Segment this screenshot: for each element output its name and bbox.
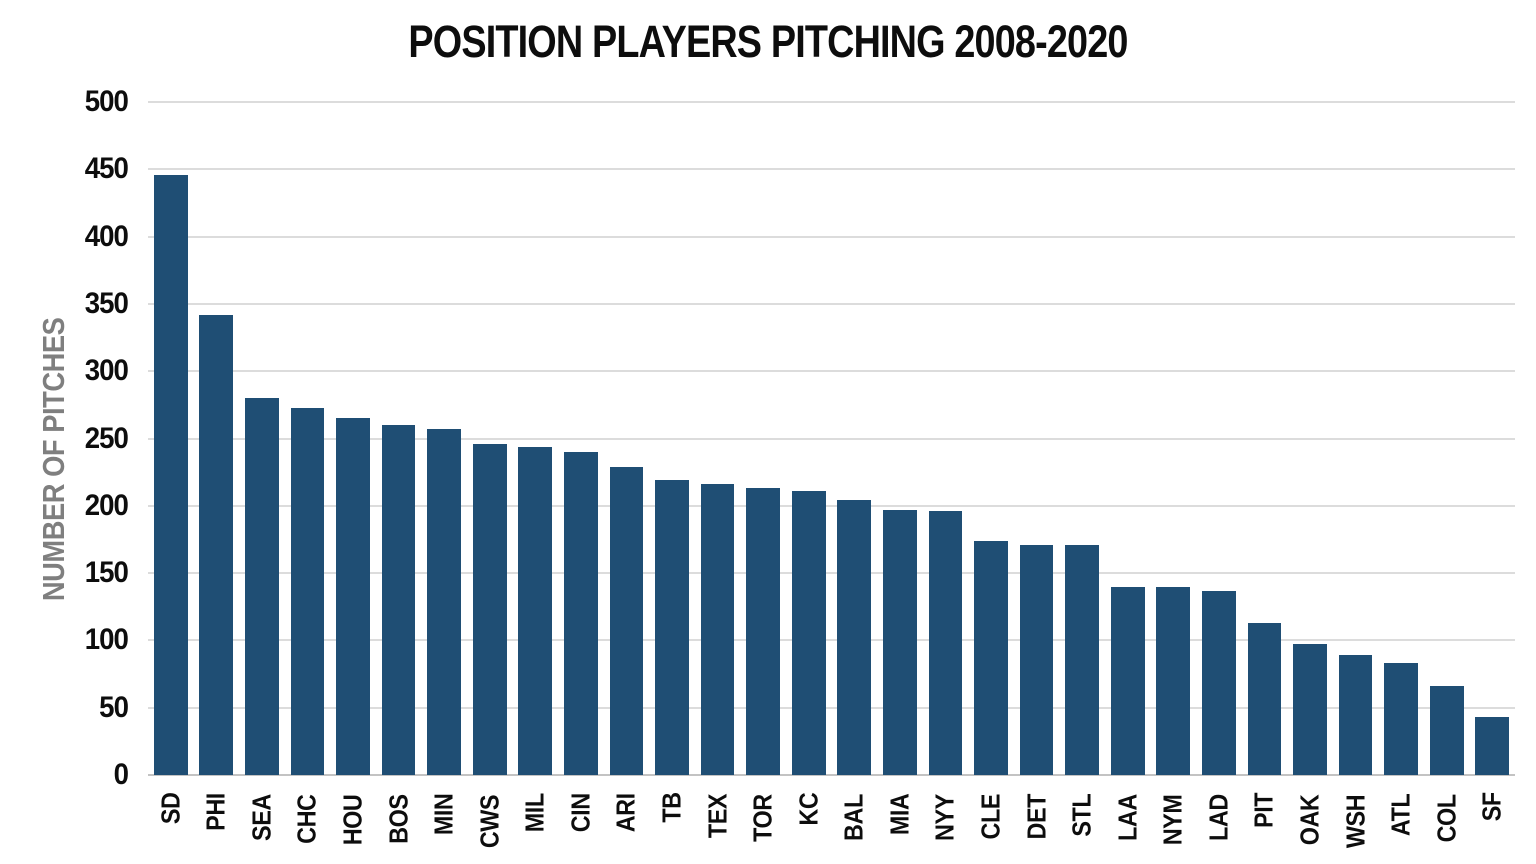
x-tick-label: BAL [838, 794, 869, 841]
bar-SF [1475, 717, 1510, 775]
gridline [148, 639, 1515, 642]
y-tick-label: 400 [84, 219, 129, 253]
bar-CHC [290, 407, 325, 775]
x-tick-label: BOS [383, 794, 414, 844]
x-tick-label: TEX [702, 793, 733, 839]
chart-title: POSITION PLAYERS PITCHING 2008-2020 [408, 16, 1128, 67]
x-tick-label: CIN [565, 793, 596, 833]
x-tick-label: NYM [1157, 794, 1188, 846]
bar-MIL [518, 446, 553, 775]
bar-PHI [199, 314, 234, 775]
bar-NYY [928, 511, 963, 775]
bar-MIA [882, 509, 917, 775]
bar-TB [655, 480, 689, 775]
bar-CWS [472, 443, 507, 775]
bar-PIT [1247, 622, 1282, 775]
x-tick-label: MIA [884, 793, 915, 836]
bar-COL [1429, 686, 1464, 775]
bar-BOS [381, 425, 416, 775]
x-tick-label: CLE [975, 794, 1006, 840]
y-tick-label: 50 [99, 690, 129, 724]
x-tick-label: CWS [474, 794, 505, 849]
gridline [148, 706, 1515, 709]
x-tick-label: LAA [1112, 794, 1143, 841]
bar-SEA [245, 398, 279, 775]
x-tick-label: ATL [1385, 793, 1416, 837]
x-axis-line [148, 774, 1515, 776]
x-tick-label: MIN [428, 793, 459, 836]
x-tick-label: LAD [1203, 794, 1234, 841]
bar-TOR [746, 488, 780, 775]
y-tick-label: 450 [84, 152, 129, 186]
x-tick-label: TB [656, 792, 687, 823]
x-tick-label: MIL [519, 793, 550, 833]
bar-LAA [1110, 586, 1145, 775]
gridline [148, 101, 1515, 103]
x-tick-label: SF [1476, 792, 1507, 822]
y-tick-label: 150 [84, 556, 129, 590]
x-tick-label: COL [1431, 794, 1462, 843]
gridline [148, 437, 1515, 440]
y-tick-label: 250 [84, 421, 129, 455]
y-tick-label: 200 [84, 488, 129, 522]
x-tick-label: SEA [246, 794, 277, 841]
x-tick-label: CHC [291, 794, 322, 844]
y-tick-label: 500 [84, 85, 129, 118]
y-tick-label: 0 [113, 758, 129, 791]
y-tick-label: 300 [84, 354, 129, 388]
bar-BAL [837, 500, 872, 775]
bar-WSH [1338, 655, 1373, 775]
bar-HOU [336, 418, 370, 775]
x-tick-label: STL [1066, 793, 1097, 837]
x-tick-label: OAK [1294, 794, 1325, 846]
x-tick-label: KC [793, 792, 824, 826]
x-tick-label: TOR [747, 794, 778, 842]
bar-KC [791, 490, 826, 775]
gridline [148, 572, 1515, 575]
x-tick-label: PHI [200, 793, 231, 831]
bar-ATL [1384, 663, 1418, 775]
y-tick-label: 100 [84, 623, 129, 657]
gridline [148, 370, 1515, 373]
bar-CIN [564, 451, 598, 775]
gridline [148, 168, 1515, 171]
x-tick-label: PIT [1248, 792, 1279, 828]
bar-LAD [1201, 590, 1236, 775]
bar-NYM [1156, 586, 1191, 775]
x-tick-label: WSH [1340, 794, 1371, 849]
x-tick-label: NYY [929, 794, 960, 841]
bar-CLE [974, 540, 1008, 775]
gridline [148, 235, 1515, 238]
bar-SD [153, 174, 188, 775]
y-tick-label: 350 [84, 286, 129, 320]
gridline [148, 302, 1515, 305]
x-tick-label: HOU [337, 794, 368, 846]
bar-MIN [427, 429, 462, 775]
bar-DET [1019, 544, 1054, 775]
bar-ARI [609, 466, 644, 775]
bar-STL [1065, 544, 1099, 775]
x-tick-label: SD [155, 792, 186, 825]
gridline [148, 504, 1515, 507]
bar-OAK [1293, 644, 1327, 775]
x-tick-label: ARI [610, 793, 641, 833]
x-tick-label: DET [1021, 794, 1052, 840]
bar-TEX [700, 484, 735, 775]
